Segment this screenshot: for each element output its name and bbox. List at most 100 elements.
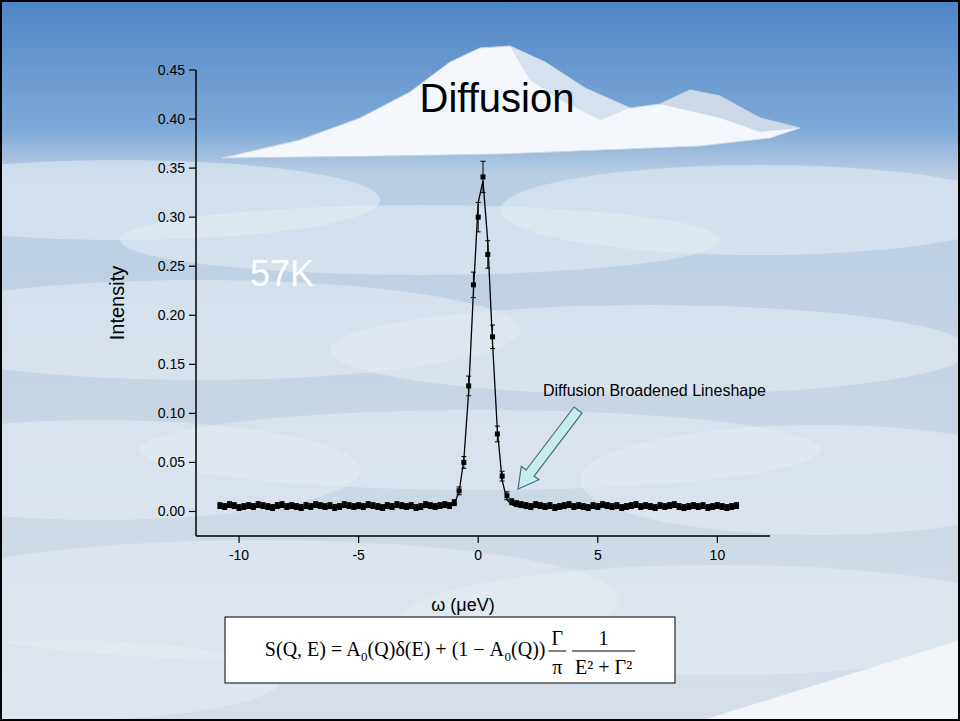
data-point — [437, 503, 442, 508]
error-bar-cap — [614, 508, 619, 509]
data-point — [399, 503, 404, 508]
error-bar-cap — [370, 502, 375, 503]
formula-text: (Q)δ(E) + (1 − A — [368, 638, 505, 661]
x-tick — [478, 536, 479, 543]
error-bar-cap — [696, 503, 701, 504]
error-bar-cap — [308, 503, 313, 504]
x-tick — [238, 536, 239, 543]
error-bar-cap — [361, 509, 366, 510]
error-bar-cap — [538, 508, 543, 509]
error-bar-cap — [246, 502, 251, 503]
fraction-bar — [572, 651, 635, 652]
data-point — [428, 503, 433, 508]
error-bar-cap — [543, 509, 548, 510]
error-bar-cap — [260, 508, 265, 509]
error-bar-cap — [327, 508, 332, 509]
error-bar-cap — [653, 510, 658, 511]
error-bar-cap — [289, 502, 294, 503]
error-bar-cap — [667, 502, 672, 503]
data-point — [643, 503, 648, 508]
error-bar — [586, 505, 591, 511]
error-bar-cap — [729, 509, 734, 510]
error-bar-cap — [705, 510, 710, 511]
error-bar — [653, 505, 658, 511]
error-bar-cap — [686, 509, 691, 510]
error-bar-cap — [390, 509, 395, 510]
error-bar-cap — [509, 498, 514, 499]
x-axis-title: ω (μeV) — [431, 595, 494, 615]
y-tick — [189, 168, 196, 169]
error-bar-cap — [275, 508, 280, 509]
chart: 0.000.050.100.150.200.250.300.350.400.45… — [0, 0, 960, 721]
snow-slope — [700, 640, 960, 721]
error-bar — [409, 503, 414, 509]
cloud — [580, 425, 960, 535]
data-point — [705, 505, 710, 510]
temperature-label: 57K — [250, 253, 314, 294]
error-bar-cap — [370, 508, 375, 509]
data-point — [237, 505, 242, 510]
data-point — [476, 215, 481, 220]
error-bar-cap — [457, 486, 462, 487]
error-bar-cap — [638, 503, 643, 504]
data-point — [614, 503, 619, 508]
error-bar — [385, 503, 390, 509]
error-bar-cap — [634, 501, 639, 502]
error-bar-cap — [547, 502, 552, 503]
error-bar-cap — [217, 508, 222, 509]
data-point — [547, 503, 552, 508]
error-bar-cap — [605, 508, 610, 509]
data-point — [653, 505, 658, 510]
error-bar — [356, 503, 361, 509]
error-bar-cap — [643, 508, 648, 509]
y-tick-label: 0.40 — [158, 111, 185, 127]
error-bar-cap — [375, 503, 380, 504]
y-tick-label: 0.35 — [158, 160, 185, 176]
error-bar — [347, 503, 352, 509]
error-bar-cap — [404, 509, 409, 510]
error-bar-cap — [591, 502, 596, 503]
error-bar-cap — [543, 503, 548, 504]
formula: S(Q, E) = A0(Q)δ(E) + (1 − A0(Q))Γπ1E² +… — [265, 627, 635, 678]
data-point — [414, 505, 419, 510]
error-bar-cap — [399, 508, 404, 509]
error-bar-cap — [385, 502, 390, 503]
error-bar — [547, 503, 552, 509]
error-bar-cap — [619, 504, 624, 505]
error-bar-cap — [586, 510, 591, 511]
error-bar-cap — [313, 501, 318, 502]
data-point — [538, 503, 543, 508]
error-bar-cap — [265, 509, 270, 510]
y-tick — [189, 118, 196, 119]
error-bar-cap — [294, 503, 299, 504]
error-bar-cap — [237, 504, 242, 505]
data-point — [552, 505, 557, 510]
error-bar-cap — [385, 508, 390, 509]
error-bar-cap — [734, 502, 739, 503]
error-bar-cap — [624, 503, 629, 504]
frame — [1, 1, 959, 720]
data-point — [380, 505, 385, 510]
error-bar-cap — [567, 501, 572, 502]
formula-text: E² + Γ² — [575, 656, 632, 678]
y-tick — [189, 511, 196, 512]
error-bar-cap — [729, 503, 734, 504]
error-bar-cap — [610, 503, 615, 504]
error-bar-cap — [571, 503, 576, 504]
error-bar-cap — [375, 509, 380, 510]
error-bar-cap — [380, 510, 385, 511]
error-bar — [237, 505, 242, 511]
y-tick — [189, 266, 196, 267]
error-bar-cap — [356, 508, 361, 509]
error-bar-cap — [270, 504, 275, 505]
error-bar-cap — [629, 508, 634, 509]
error-bar — [327, 503, 332, 509]
error-bar-cap — [701, 502, 706, 503]
error-bar-cap — [524, 508, 529, 509]
error-bar — [629, 503, 634, 509]
error-bar-cap — [428, 508, 433, 509]
error-bar-cap — [251, 509, 256, 510]
data-group — [217, 161, 739, 510]
error-bar-cap — [280, 501, 285, 502]
data-point — [332, 505, 337, 510]
